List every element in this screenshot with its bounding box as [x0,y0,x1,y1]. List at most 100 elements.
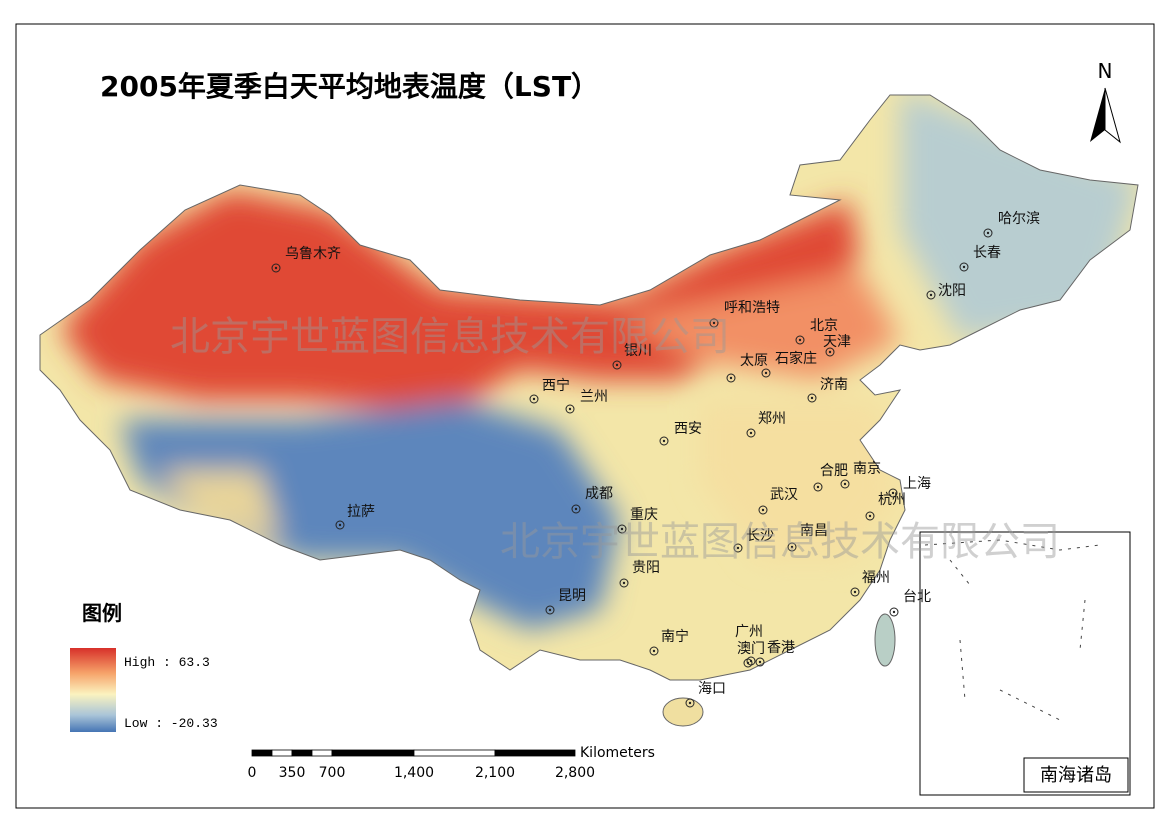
city-marker [271,263,281,273]
city-marker [889,607,899,617]
city-marker [795,335,805,345]
scale-bar: 0 350 700 1,400 2,100 2,800 [248,749,595,781]
watermark: 北京宇世蓝图信息技术有限公司 [170,314,730,360]
city-marker [574,507,578,511]
city-label: 天津 [823,334,851,350]
city-marker [962,265,966,269]
watermark: 北京宇世蓝图信息技术有限公司 [500,519,1060,565]
city-label: 兰州 [580,389,608,405]
city-label: 银川 [624,343,652,359]
city-label: 上海 [903,476,931,492]
city-label: 福州 [862,570,890,586]
scale-segment [291,749,313,757]
city-marker [825,347,835,357]
city-marker [813,482,823,492]
city-marker [983,228,993,238]
scale-segment [251,749,273,757]
city-label: 合肥 [820,463,848,479]
city-label: 杭州 [878,492,906,508]
city-label: 沈阳 [938,283,966,299]
city-label: 成都 [585,486,613,502]
city-marker [709,318,719,328]
north-arrow [1104,87,1121,144]
taiwan [874,613,896,667]
city-marker [529,394,539,404]
city-label: 香港 [767,640,795,656]
city-marker [652,649,656,653]
city-marker [865,511,875,521]
city-marker [868,514,872,518]
city-label: 呼和浩特 [724,300,780,316]
city-label: 台北 [903,589,931,605]
city-marker [790,545,794,549]
city-label: 昆明 [558,588,586,604]
inset-frame [919,531,1131,796]
city-marker [888,488,898,498]
city-marker [622,581,626,585]
city-marker [568,407,572,411]
city-marker [736,546,740,550]
legend-ramp [70,648,116,732]
city-label: 拉萨 [347,504,375,520]
scale-segment [494,749,576,757]
city-label: 贵阳 [632,560,660,576]
city-marker [891,491,895,495]
city-marker [798,338,802,342]
city-marker [659,436,669,446]
city-marker [749,431,753,435]
city-marker [816,485,820,489]
scale-tick-label: 350 [279,765,306,781]
city-marker [758,660,762,664]
city-marker [274,266,278,270]
city-marker [986,231,990,235]
city-marker [746,656,756,666]
city-marker [758,505,768,515]
city-marker [688,701,692,705]
inset-label: 南海诸岛 [1040,765,1112,786]
city-marker [548,608,552,612]
city-label: 南昌 [800,523,828,539]
city-marker [726,373,736,383]
legend-high: High : 63.3 [124,655,210,670]
city-marker [620,527,624,531]
city-label: 哈尔滨 [998,211,1040,227]
city-label: 南宁 [661,628,689,645]
title: 2005年夏季白天平均地表温度（LST） [100,70,599,103]
city-marker [840,479,850,489]
hainan [662,697,704,727]
city-marker [761,368,771,378]
inset-label-box [1023,757,1129,793]
north-arrow [1090,88,1105,142]
city-marker [959,262,969,272]
city-marker [565,404,575,414]
city-marker [807,393,817,403]
city-marker [764,371,768,375]
scale-tick-label: 0 [248,765,257,781]
scale-segment [413,749,496,757]
city-marker [755,657,765,667]
city-label: 长沙 [746,528,774,544]
scale-tick-label: 700 [319,765,346,781]
city-marker [617,524,627,534]
frame [15,23,1155,809]
city-marker [612,360,622,370]
city-marker [850,587,860,597]
city-marker [619,578,629,588]
city-marker [733,543,743,553]
scale-tick-label: 1,400 [394,765,434,781]
city-label: 西宁 [542,377,570,394]
city-label: 郑州 [758,411,786,427]
city-marker [853,590,857,594]
scale-segment [271,749,293,757]
scale-unit: Kilometers [580,745,655,761]
city-label: 武汉 [770,487,798,503]
city-label: 澳门 [737,641,765,657]
city-marker [729,376,733,380]
city-label: 重庆 [630,507,658,523]
city-label: 西安 [674,421,702,437]
city-label: 广州 [735,624,763,640]
city-marker [746,428,756,438]
city-marker [743,658,753,668]
